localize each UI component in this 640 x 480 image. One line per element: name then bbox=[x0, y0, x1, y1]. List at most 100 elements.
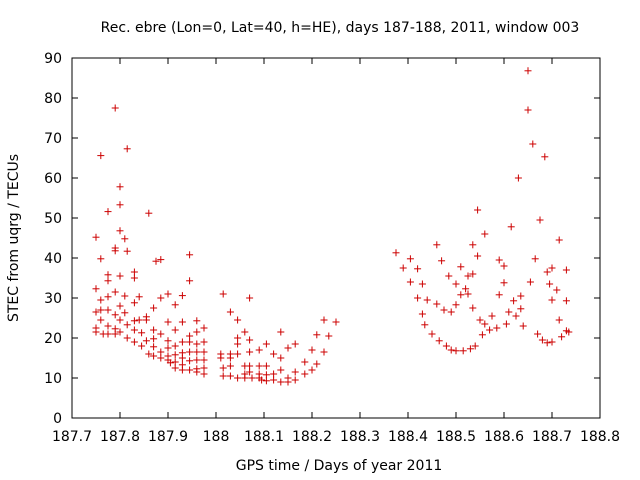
data-point bbox=[130, 326, 138, 334]
data-point bbox=[277, 366, 285, 374]
data-point bbox=[469, 241, 477, 249]
data-point bbox=[116, 328, 124, 336]
data-point bbox=[150, 304, 158, 312]
data-point bbox=[313, 331, 321, 339]
x-tick-label: 188 bbox=[203, 429, 230, 445]
x-tick-label: 188.4 bbox=[388, 429, 428, 445]
data-point bbox=[178, 366, 186, 374]
data-point bbox=[313, 360, 321, 368]
data-point bbox=[507, 223, 515, 231]
data-point bbox=[135, 293, 143, 301]
x-tick-label: 188.1 bbox=[244, 429, 284, 445]
data-point bbox=[445, 272, 453, 280]
data-point bbox=[262, 377, 270, 385]
data-point bbox=[178, 292, 186, 300]
data-point bbox=[186, 338, 194, 346]
plot-frame bbox=[71, 57, 601, 419]
y-axis-ticks: 0 10 20 30 40 50 60 70 80 90 bbox=[44, 51, 600, 427]
data-point bbox=[332, 318, 340, 326]
data-point bbox=[325, 332, 333, 340]
data-point bbox=[246, 348, 254, 356]
data-point bbox=[157, 330, 165, 338]
data-point bbox=[234, 334, 242, 342]
data-point bbox=[320, 348, 328, 356]
data-point bbox=[217, 354, 225, 362]
data-point bbox=[478, 331, 486, 339]
data-point bbox=[457, 291, 465, 299]
data-point bbox=[121, 292, 129, 300]
data-point bbox=[150, 326, 158, 334]
data-point bbox=[164, 290, 172, 298]
data-point bbox=[97, 152, 105, 160]
data-point bbox=[171, 358, 179, 366]
data-point bbox=[200, 338, 208, 346]
data-point bbox=[111, 288, 119, 296]
data-point bbox=[548, 338, 556, 346]
data-point bbox=[138, 342, 146, 350]
data-point bbox=[123, 334, 131, 342]
data-point bbox=[495, 256, 503, 264]
data-point bbox=[157, 354, 165, 362]
data-point bbox=[284, 344, 292, 352]
data-point bbox=[92, 285, 100, 293]
data-point bbox=[258, 376, 266, 384]
data-point bbox=[116, 227, 124, 235]
data-point bbox=[193, 356, 201, 364]
data-point bbox=[186, 366, 194, 374]
data-point bbox=[433, 300, 441, 308]
data-point bbox=[538, 336, 546, 344]
data-point bbox=[562, 297, 570, 305]
data-point bbox=[171, 326, 179, 334]
data-point bbox=[452, 280, 460, 288]
x-tick-label: 187.7 bbox=[52, 429, 92, 445]
data-point bbox=[452, 301, 460, 309]
data-point bbox=[462, 285, 470, 293]
data-point bbox=[200, 364, 208, 372]
data-point bbox=[121, 309, 129, 317]
data-point bbox=[111, 330, 119, 338]
data-point bbox=[219, 364, 227, 372]
data-point bbox=[536, 216, 544, 224]
data-point bbox=[476, 316, 484, 324]
y-tick-label: 60 bbox=[44, 171, 62, 187]
data-point bbox=[164, 337, 172, 345]
y-tick-label: 90 bbox=[44, 51, 62, 67]
data-point bbox=[418, 310, 426, 318]
data-point bbox=[104, 322, 112, 330]
data-point bbox=[150, 335, 158, 343]
data-point bbox=[320, 316, 328, 324]
data-point bbox=[486, 326, 494, 334]
data-point bbox=[219, 372, 227, 380]
data-point bbox=[392, 249, 400, 257]
data-point bbox=[246, 294, 254, 302]
x-tick-label: 188.6 bbox=[484, 429, 524, 445]
data-point bbox=[558, 333, 566, 341]
data-point bbox=[241, 374, 249, 382]
data-point bbox=[440, 306, 448, 314]
data-point bbox=[193, 340, 201, 348]
data-point bbox=[447, 346, 455, 354]
x-tick-label: 187.9 bbox=[148, 429, 188, 445]
data-point bbox=[246, 336, 254, 344]
data-point bbox=[493, 324, 501, 332]
data-point bbox=[97, 296, 105, 304]
data-point bbox=[193, 317, 201, 325]
data-point bbox=[200, 370, 208, 378]
data-point bbox=[284, 378, 292, 386]
data-point bbox=[178, 318, 186, 326]
data-point bbox=[97, 306, 105, 314]
data-point bbox=[457, 263, 465, 271]
data-point bbox=[543, 268, 551, 276]
data-point bbox=[142, 337, 150, 345]
data-point bbox=[534, 330, 542, 338]
data-point bbox=[474, 206, 482, 214]
data-point bbox=[219, 290, 227, 298]
data-point bbox=[414, 265, 422, 273]
data-point bbox=[464, 290, 472, 298]
data-point bbox=[418, 280, 426, 288]
data-point bbox=[104, 277, 112, 285]
data-point bbox=[123, 247, 131, 255]
data-point bbox=[186, 357, 194, 365]
data-point bbox=[171, 364, 179, 372]
